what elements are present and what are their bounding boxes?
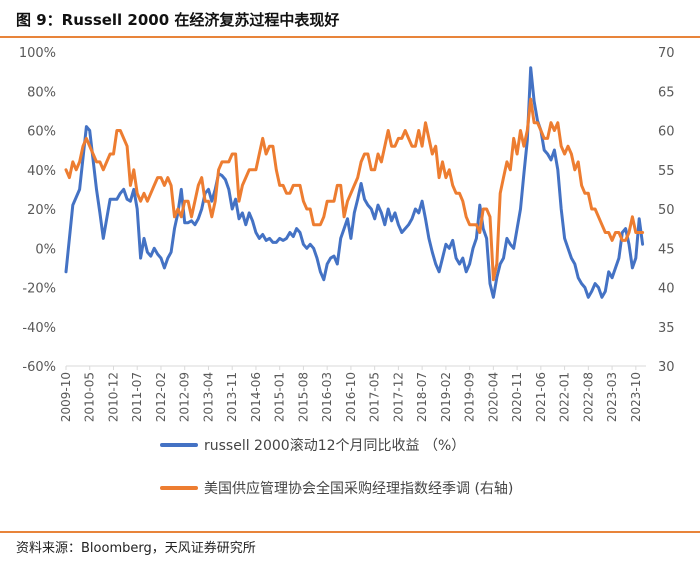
x-tick-label: 2012-09: [178, 372, 192, 422]
y-right-tick-label: 30: [658, 360, 675, 375]
y-right-tick-label: 40: [658, 282, 675, 297]
y-left-tick-label: 80%: [27, 85, 56, 100]
y-right-tick-label: 45: [658, 242, 675, 257]
y-right-tick-label: 35: [658, 321, 675, 336]
x-tick-label: 2017-05: [368, 372, 382, 422]
x-tick-label: 2023-03: [605, 372, 619, 422]
y-left-tick-label: 0%: [35, 242, 56, 257]
y-left-tick-label: 100%: [19, 46, 56, 61]
legend-swatch-orange: [160, 486, 198, 490]
y-left-tick-label: 20%: [27, 203, 56, 218]
x-tick-label: 2021-06: [534, 372, 548, 422]
chart-legend: russell 2000滚动12个月同比收益 （%） 美国供应管理协会全国采购经…: [160, 434, 513, 520]
x-tick-label: 2022-08: [581, 372, 595, 422]
x-tick-label: 2013-04: [201, 372, 215, 422]
series-line-ism: [64, 97, 645, 282]
x-tick-label: 2016-10: [344, 372, 358, 422]
figure-header: 图 9：Russell 2000 在经济复苏过程中表现好: [0, 0, 700, 40]
figure-title: 图 9：Russell 2000 在经济复苏过程中表现好: [16, 11, 340, 29]
y-right-tick-label: 65: [658, 85, 675, 100]
legend-item-russell: russell 2000滚动12个月同比收益 （%）: [160, 434, 513, 456]
header-divider: [0, 36, 700, 38]
y-left-tick-label: -20%: [22, 282, 56, 297]
x-tick-label: 2019-02: [439, 372, 453, 422]
y-left-tick-label: -60%: [22, 360, 56, 375]
y-left-tick-label: 40%: [27, 164, 56, 179]
legend-label-russell: russell 2000滚动12个月同比收益 （%）: [204, 438, 466, 454]
x-tick-label: 2023-10: [629, 372, 643, 422]
legend-swatch-blue: [160, 443, 198, 447]
x-tick-label: 2015-01: [273, 372, 287, 422]
y-right-tick-label: 60: [658, 125, 675, 140]
x-tick-label: 2020-04: [486, 372, 500, 422]
legend-item-ism: 美国供应管理协会全国采购经理指数经季调 (右轴): [160, 477, 513, 499]
legend-label-ism: 美国供应管理协会全国采购经理指数经季调 (右轴): [204, 481, 514, 497]
x-tick-label: 2009-10: [59, 372, 73, 422]
x-tick-label: 2011-07: [130, 372, 144, 422]
y-right-tick-label: 70: [658, 46, 675, 61]
x-tick-label: 2010-05: [83, 372, 97, 422]
x-tick-label: 2018-07: [415, 372, 429, 422]
footer-divider: [0, 531, 700, 533]
x-tick-label: 2013-11: [225, 372, 239, 422]
x-tick-label: 2015-08: [296, 372, 310, 422]
source-note: 资料来源：Bloomberg，天风证券研究所: [16, 541, 256, 556]
y-left-tick-label: 60%: [27, 125, 56, 140]
x-tick-label: 2010-12: [106, 372, 120, 422]
x-tick-label: 2017-12: [391, 372, 405, 422]
x-tick-label: 2016-03: [320, 372, 334, 422]
y-left-tick-label: -40%: [22, 321, 56, 336]
x-tick-label: 2012-02: [154, 372, 168, 422]
x-tick-label: 2020-11: [510, 372, 524, 422]
x-tick-label: 2022-01: [558, 372, 572, 422]
y-right-tick-label: 55: [658, 164, 675, 179]
x-tick-label: 2019-09: [463, 372, 477, 422]
y-right-tick-label: 50: [658, 203, 675, 218]
series-line-russell: [64, 66, 645, 299]
x-tick-label: 2014-06: [249, 372, 263, 422]
line-chart: 100% 80% 60% 40% 20% 0% -20% -40% -60% 70 65 60 55 50…: [19, 46, 675, 422]
